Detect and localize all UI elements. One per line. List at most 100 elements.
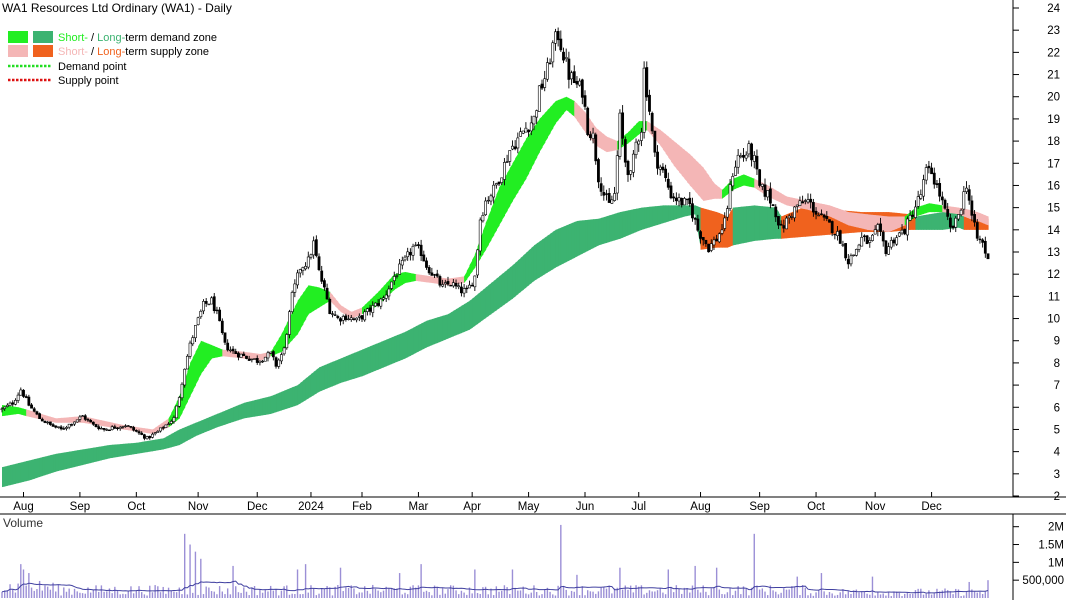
price-bar-body: [161, 427, 165, 429]
short-zone-segment: [139, 427, 143, 433]
short-zone-segment: [864, 213, 868, 230]
long-zone-segment: [738, 206, 742, 245]
short-zone-segment: [539, 115, 543, 153]
long-zone-segment: [413, 326, 417, 355]
price-bar-body: [91, 421, 95, 425]
short-zone-segment: [106, 421, 111, 428]
short-zone-segment: [977, 212, 981, 223]
price-bar-body: [280, 354, 283, 362]
price-bar-body: [672, 196, 676, 199]
short-zone-segment: [563, 96, 567, 114]
price-bar-body: [306, 256, 310, 268]
long-zone-segment: [168, 433, 172, 448]
month-tick-label: Nov: [188, 501, 209, 513]
month-tick-label: Aug: [13, 501, 33, 513]
price-bar-body: [379, 298, 383, 307]
short-zone-segment: [646, 121, 651, 134]
short-zone-segment: [525, 134, 530, 179]
short-zone-segment: [332, 295, 336, 307]
long-zone-segment: [319, 366, 323, 392]
price-bar-body: [629, 170, 633, 175]
short-zone-segment: [891, 216, 895, 231]
short-zone-segment: [300, 293, 304, 330]
long-zone-segment: [26, 460, 30, 482]
price-bar-body: [653, 130, 657, 153]
long-zone-segment: [574, 220, 578, 258]
short-zone-segment: [12, 406, 17, 415]
short-zone-segment: [20, 408, 25, 416]
price-bar-body: [108, 429, 111, 432]
long-zone-segment: [200, 419, 205, 434]
short-zone-segment: [560, 97, 565, 117]
short-zone-segment: [461, 276, 465, 284]
price-bar-body: [35, 411, 39, 415]
price-bar-body: [57, 426, 60, 428]
price-bar-body: [621, 112, 625, 139]
price-bar-body: [75, 419, 79, 423]
price-bar-body: [215, 309, 219, 312]
price-bar-body: [938, 183, 942, 197]
long-zone-segment: [936, 212, 941, 230]
short-zone-segment: [627, 129, 632, 144]
price-bar-body: [889, 240, 893, 248]
long-zone-segment: [439, 315, 444, 342]
price-bar-body: [959, 209, 963, 215]
long-zone-segment: [155, 439, 159, 451]
price-tick-label: 22: [1047, 47, 1060, 59]
price-bar-body: [540, 83, 544, 89]
short-zone-segment: [144, 428, 148, 434]
short-zone-segment: [509, 163, 514, 206]
price-bar-body: [524, 127, 528, 133]
short-zone-segment: [885, 216, 890, 233]
long-zone-segment: [391, 336, 395, 365]
price-bar-body: [3, 406, 7, 409]
price-bar-body: [309, 254, 313, 258]
short-zone-segment: [413, 273, 417, 282]
long-zone-segment: [797, 208, 801, 238]
short-zone-segment: [670, 138, 675, 166]
price-bar-body: [398, 263, 402, 275]
long-zone-segment: [230, 407, 234, 423]
price-bar-body: [967, 189, 971, 201]
price-bar-body: [83, 415, 87, 420]
price-bar-body: [739, 155, 743, 158]
short-zone-segment: [456, 277, 460, 285]
long-zone-segment: [673, 205, 677, 220]
price-bar-body: [489, 195, 493, 202]
long-zone-segment: [257, 398, 261, 417]
short-zone-segment: [214, 346, 218, 358]
long-zone-segment: [961, 212, 965, 230]
short-zone-segment: [345, 308, 350, 317]
short-zone-segment: [746, 175, 750, 187]
long-zone-segment: [601, 217, 605, 245]
price-bar-body: [269, 351, 273, 354]
long-zone-segment: [469, 298, 473, 330]
month-tick-label: Jul: [631, 501, 646, 513]
long-zone-segment: [141, 441, 145, 453]
long-zone-segment: [133, 442, 137, 455]
price-bar-body: [650, 112, 654, 132]
short-zone-segment: [896, 216, 900, 229]
price-bar-body: [951, 225, 955, 229]
long-zone-segment: [388, 337, 393, 366]
long-zone-segment: [418, 323, 422, 352]
short-zone-segment: [485, 216, 489, 250]
price-bar-body: [218, 309, 222, 322]
price-bar-body: [744, 154, 748, 159]
long-zone-segment: [649, 206, 653, 228]
price-bar-body: [803, 200, 807, 202]
short-zone-segment: [507, 168, 511, 211]
long-zone-segment: [679, 205, 683, 219]
price-bar-body: [580, 79, 584, 98]
long-zone-segment: [367, 346, 371, 374]
price-bar-body: [153, 432, 157, 435]
long-zone-segment: [464, 302, 468, 332]
price-bar-body: [239, 353, 243, 358]
long-zone-segment: [284, 389, 288, 410]
price-bar-body: [110, 426, 114, 430]
long-zone-segment: [657, 205, 661, 225]
price-bar-body: [457, 285, 461, 288]
price-tick-label: 8: [1054, 358, 1060, 370]
month-tick-label: Apr: [463, 501, 481, 513]
long-zone-segment: [235, 405, 240, 422]
